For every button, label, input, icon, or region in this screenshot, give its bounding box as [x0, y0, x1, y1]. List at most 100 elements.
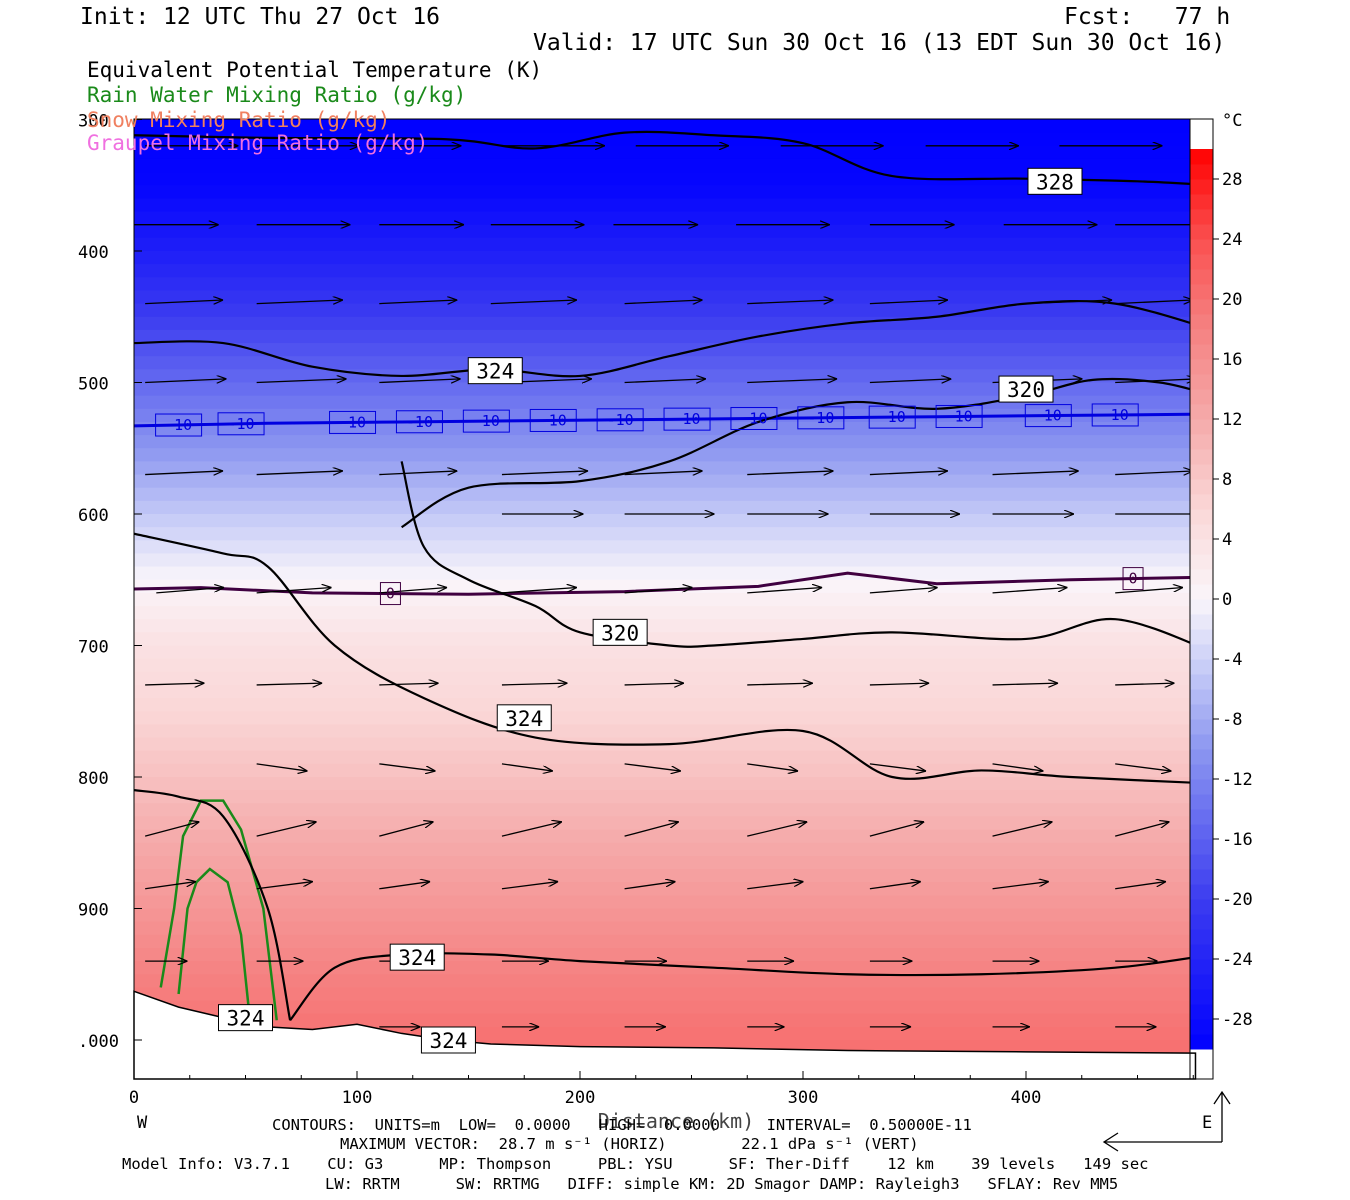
wind-vector [992, 822, 1053, 837]
colorbar-band [1190, 374, 1213, 390]
temperature-band [134, 658, 1190, 673]
colorbar-tick-label: -20 [1222, 890, 1253, 910]
colorbar-band [1190, 464, 1213, 480]
wind-vector [869, 379, 951, 383]
colorbar-band [1190, 944, 1213, 960]
wind-vector [624, 471, 703, 475]
svg-text:328: 328 [1036, 170, 1074, 194]
colorbar-band [1190, 764, 1213, 780]
colorbar-band [1190, 824, 1213, 840]
wind-vector [624, 822, 679, 837]
temperature-band [134, 684, 1190, 699]
legend-graupel: Graupel Mixing Ratio (g/kg) [87, 131, 429, 155]
colorbar-band [1190, 854, 1213, 870]
temperature-band [134, 540, 1190, 555]
contour-label: 328 [1027, 167, 1083, 195]
x-tick-label: 200 [565, 1088, 596, 1108]
colorbar-band [1190, 584, 1213, 600]
temperature-band [134, 251, 1190, 265]
colorbar-band [1190, 539, 1213, 555]
colorbar-band [1190, 719, 1213, 735]
temperature-band [134, 172, 1190, 186]
colorbar-band [1190, 779, 1213, 795]
temperature-band [134, 224, 1190, 239]
wind-vector [490, 300, 577, 304]
isotherm-label: -10 [1091, 403, 1139, 427]
wind-vector [869, 300, 948, 304]
temperature-band [134, 908, 1190, 923]
contour-label: 324 [218, 1004, 273, 1032]
wind-vector [869, 471, 948, 475]
wind-vector [1115, 683, 1174, 685]
wind-vector [747, 588, 822, 594]
temperature-band [134, 514, 1190, 528]
x-tick-label: 400 [1011, 1088, 1042, 1108]
wind-vector [379, 588, 447, 594]
temperature-band [134, 750, 1190, 765]
isotherm-label: -10 [217, 412, 265, 436]
colorbar-band [1190, 989, 1213, 1005]
temperature-band [134, 1079, 1213, 1093]
temperature-band [134, 974, 1190, 988]
temperature-band [134, 803, 1190, 818]
colorbar-band [1190, 794, 1213, 810]
footer-max-vector: MAXIMUM VECTOR: 28.7 m s⁻¹ (HORIZ) 22.1 … [340, 1135, 919, 1153]
svg-text:0: 0 [386, 585, 395, 603]
wind-vector [747, 471, 833, 475]
svg-text:320: 320 [1007, 378, 1045, 402]
y-tick-label: 600 [78, 506, 109, 526]
colorbar-band [1190, 959, 1213, 975]
colorbar-band [1190, 809, 1213, 825]
colorbar-tick-label: -16 [1222, 830, 1253, 850]
temperature-band [134, 724, 1190, 739]
footer-contours: CONTOURS: UNITS=m LOW= 0.0000 HIGH= 0.00… [272, 1116, 972, 1134]
x-tick-label: 100 [342, 1088, 373, 1108]
temperature-band [134, 487, 1190, 502]
temperature-band [134, 343, 1190, 357]
temperature-band [134, 435, 1190, 449]
legend-rain-water: Rain Water Mixing Ratio (g/kg) [87, 83, 467, 107]
temperature-band [134, 277, 1190, 292]
svg-text:-10: -10 [473, 412, 500, 430]
x-tick-label: 300 [788, 1088, 819, 1108]
wind-vector [747, 822, 807, 837]
theta-e-contour-324 [134, 789, 292, 1021]
y-tick-label: 800 [78, 769, 109, 789]
isotherm-label: -10 [596, 408, 644, 432]
temperature-band [134, 500, 1190, 515]
svg-text:-10: -10 [740, 409, 767, 427]
wind-vector [156, 588, 224, 594]
svg-text:324: 324 [505, 707, 543, 731]
colorbar-tick-label: -12 [1222, 770, 1253, 790]
max-vector-reference [1102, 1090, 1231, 1152]
colorbar-band [1190, 704, 1213, 720]
colorbar-band [1190, 494, 1213, 510]
temperature-band [134, 474, 1190, 489]
colorbar-band [1190, 449, 1213, 465]
legend-theta-e: Equivalent Potential Temperature (K) [87, 58, 543, 82]
colorbar-band [1190, 209, 1213, 225]
wind-vector [256, 471, 343, 475]
wind-vector [379, 471, 457, 475]
contour-label: 320 [592, 618, 648, 646]
temperature-band [134, 790, 1190, 804]
svg-text:-10: -10 [227, 415, 254, 433]
svg-text:-10: -10 [540, 411, 567, 429]
colorbar-band [1190, 629, 1213, 645]
wind-vector [1115, 379, 1190, 383]
svg-text:324: 324 [398, 946, 436, 970]
svg-text:324: 324 [227, 1007, 265, 1031]
colorbar-band [1190, 929, 1213, 945]
contour-label-layer: -10 -10 -10 -10 -10 -10 -10 -10 -10 -10 -10 -10 -10 -… [155, 167, 1144, 1054]
wind-vector [1115, 300, 1190, 304]
wind-vector [624, 763, 681, 771]
colorbar-band [1190, 839, 1213, 855]
colorbar-band [1190, 884, 1213, 900]
isotherm-label: -10 [395, 410, 443, 434]
colorbar-band [1190, 674, 1213, 690]
wind-vector [379, 882, 430, 890]
temperature-band [134, 395, 1190, 410]
temperature-band [134, 711, 1190, 725]
wind-vector [747, 763, 798, 771]
